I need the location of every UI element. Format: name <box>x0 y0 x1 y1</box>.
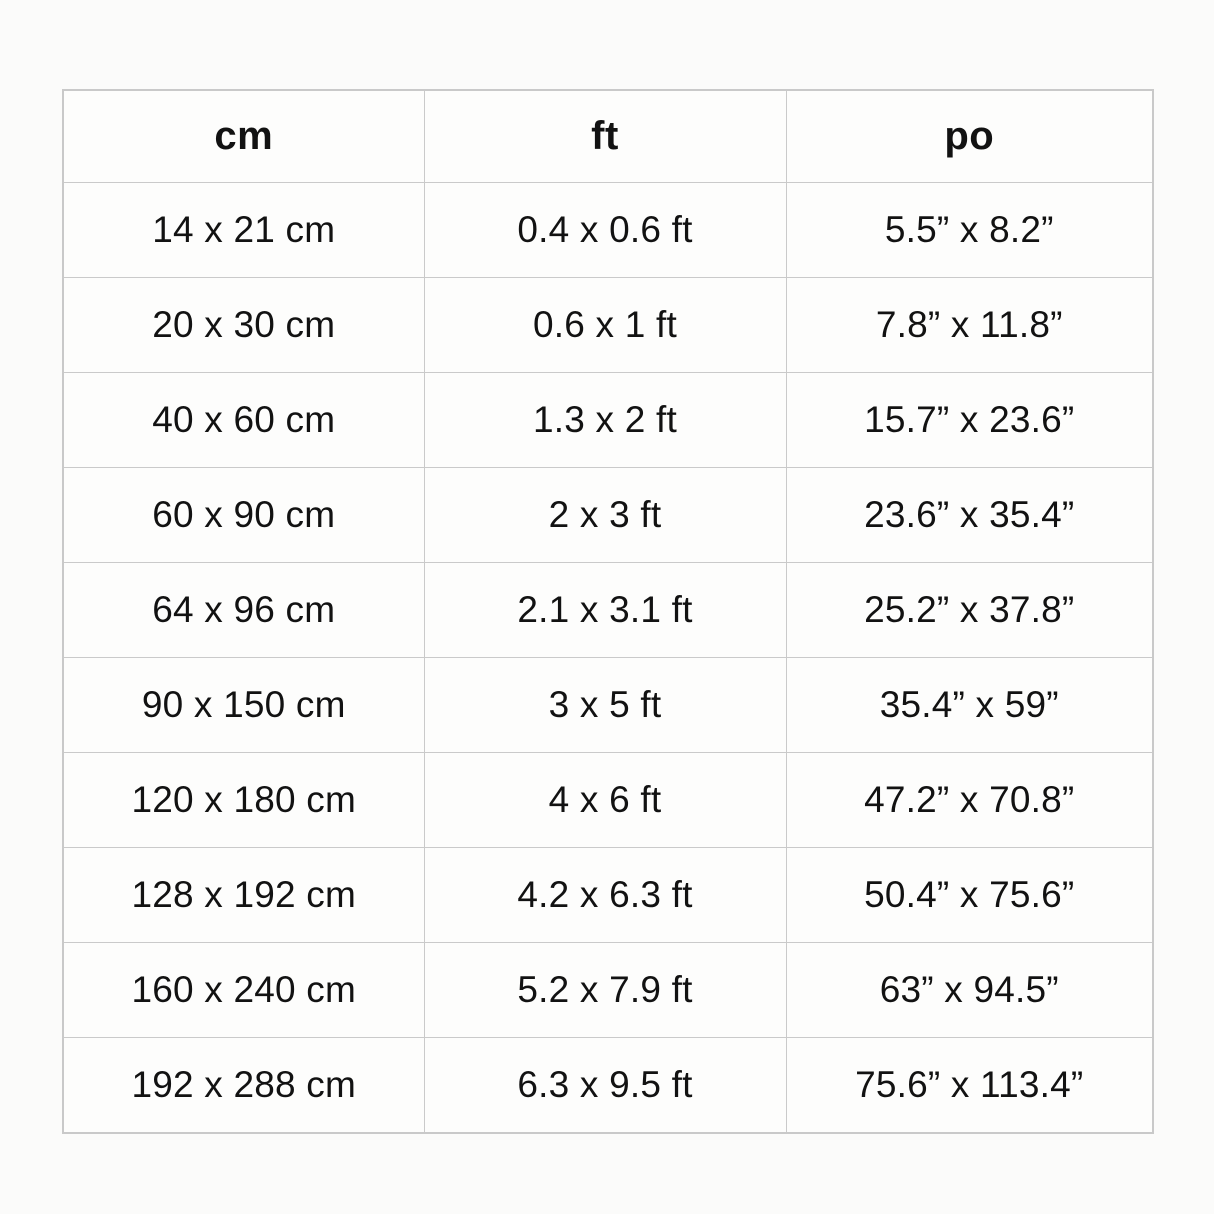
table-header: cm ft po <box>62 89 1154 183</box>
cell-cm: 90 x 150 cm <box>62 657 425 753</box>
table-body: 14 x 21 cm 0.4 x 0.6 ft 5.5” x 8.2” 20 x… <box>62 182 1154 1134</box>
cell-cm: 14 x 21 cm <box>62 182 425 278</box>
cell-po: 7.8” x 11.8” <box>785 277 1154 373</box>
table-row: 20 x 30 cm 0.6 x 1 ft 7.8” x 11.8” <box>62 277 1154 373</box>
cell-ft: 0.6 x 1 ft <box>423 277 787 373</box>
cell-cm: 64 x 96 cm <box>62 562 425 658</box>
column-header-ft: ft <box>423 89 787 183</box>
size-conversion-table-container: cm ft po 14 x 21 cm 0.4 x 0.6 ft 5.5” x … <box>62 89 1154 1134</box>
table-row: 120 x 180 cm 4 x 6 ft 47.2” x 70.8” <box>62 752 1154 848</box>
table-row: 90 x 150 cm 3 x 5 ft 35.4” x 59” <box>62 657 1154 753</box>
cell-cm: 20 x 30 cm <box>62 277 425 373</box>
cell-po: 15.7” x 23.6” <box>785 372 1154 468</box>
cell-cm: 40 x 60 cm <box>62 372 425 468</box>
cell-ft: 2 x 3 ft <box>423 467 787 563</box>
column-header-po: po <box>785 89 1154 183</box>
cell-po: 47.2” x 70.8” <box>785 752 1154 848</box>
cell-po: 5.5” x 8.2” <box>785 182 1154 278</box>
table-row: 40 x 60 cm 1.3 x 2 ft 15.7” x 23.6” <box>62 372 1154 468</box>
cell-po: 35.4” x 59” <box>785 657 1154 753</box>
cell-po: 23.6” x 35.4” <box>785 467 1154 563</box>
cell-ft: 0.4 x 0.6 ft <box>423 182 787 278</box>
column-header-cm: cm <box>62 89 425 183</box>
table-row: 128 x 192 cm 4.2 x 6.3 ft 50.4” x 75.6” <box>62 847 1154 943</box>
cell-cm: 60 x 90 cm <box>62 467 425 563</box>
cell-ft: 4 x 6 ft <box>423 752 787 848</box>
cell-po: 50.4” x 75.6” <box>785 847 1154 943</box>
cell-cm: 120 x 180 cm <box>62 752 425 848</box>
table-row: 160 x 240 cm 5.2 x 7.9 ft 63” x 94.5” <box>62 942 1154 1038</box>
cell-ft: 2.1 x 3.1 ft <box>423 562 787 658</box>
cell-po: 25.2” x 37.8” <box>785 562 1154 658</box>
cell-po: 75.6” x 113.4” <box>785 1037 1154 1134</box>
cell-ft: 6.3 x 9.5 ft <box>423 1037 787 1134</box>
cell-ft: 1.3 x 2 ft <box>423 372 787 468</box>
table-row: 192 x 288 cm 6.3 x 9.5 ft 75.6” x 113.4” <box>62 1037 1154 1134</box>
cell-po: 63” x 94.5” <box>785 942 1154 1038</box>
cell-ft: 5.2 x 7.9 ft <box>423 942 787 1038</box>
cell-ft: 4.2 x 6.3 ft <box>423 847 787 943</box>
cell-cm: 160 x 240 cm <box>62 942 425 1038</box>
table-header-row: cm ft po <box>62 89 1154 183</box>
size-conversion-table: cm ft po 14 x 21 cm 0.4 x 0.6 ft 5.5” x … <box>62 89 1154 1134</box>
table-row: 14 x 21 cm 0.4 x 0.6 ft 5.5” x 8.2” <box>62 182 1154 278</box>
cell-cm: 128 x 192 cm <box>62 847 425 943</box>
cell-cm: 192 x 288 cm <box>62 1037 425 1134</box>
table-row: 64 x 96 cm 2.1 x 3.1 ft 25.2” x 37.8” <box>62 562 1154 658</box>
cell-ft: 3 x 5 ft <box>423 657 787 753</box>
table-row: 60 x 90 cm 2 x 3 ft 23.6” x 35.4” <box>62 467 1154 563</box>
